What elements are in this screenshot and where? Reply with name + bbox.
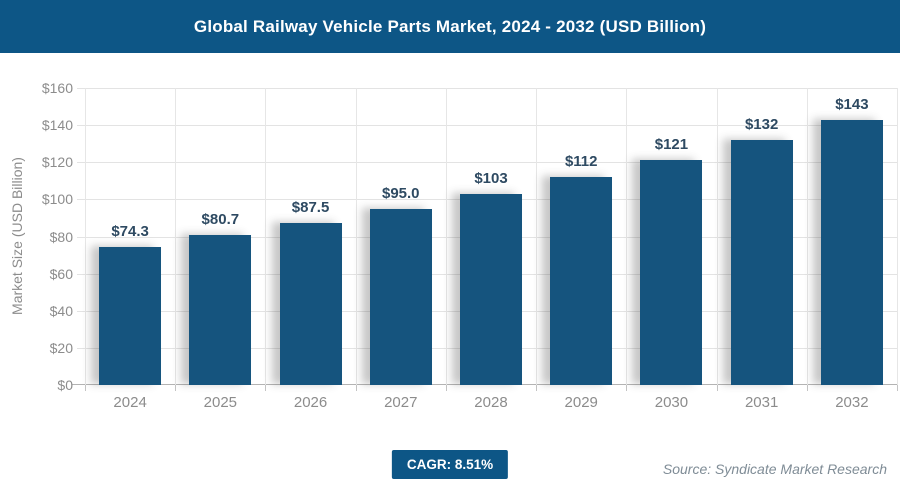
v-gridline-2	[265, 88, 267, 385]
v-gridline-6	[626, 88, 628, 385]
x-tick-label-2027: 2027	[384, 394, 418, 411]
y-tick-label-$160: $160	[41, 80, 73, 96]
bar-value-label-2026: $87.5	[291, 198, 330, 216]
v-gridline-8	[806, 88, 808, 385]
bar-value-label-2031: $132	[744, 115, 779, 133]
x-tick-label-2024: 2024	[113, 394, 147, 411]
y-tick-label-$120: $120	[41, 154, 73, 171]
x-axis-tick-1	[175, 385, 177, 391]
bar-2024	[99, 247, 162, 385]
bar-value-label-2030: $121	[654, 136, 689, 154]
bar-2025	[189, 235, 252, 385]
x-axis-tick-8	[806, 385, 808, 391]
bar-2032	[820, 119, 883, 385]
bar-2029	[550, 177, 613, 385]
y-tick-label-$140: $140	[41, 117, 73, 134]
x-axis-tick-4	[445, 385, 447, 391]
h-gridline-$120	[77, 162, 897, 164]
x-tick-label-2032: 2032	[835, 394, 869, 411]
bar-2031	[730, 139, 793, 385]
y-tick-label-$40: $40	[49, 302, 73, 319]
x-tick-label-2031: 2031	[744, 394, 779, 411]
bar-2027	[369, 208, 432, 385]
source-note: Source: Syndicate Market Research	[662, 461, 887, 477]
bar-value-label-2024: $74.3	[111, 223, 149, 241]
v-gridline-1	[175, 88, 177, 385]
x-axis-tick-9	[897, 385, 898, 391]
bar-value-label-2028: $103	[474, 169, 508, 187]
x-axis-tick-0	[85, 385, 86, 391]
bar-2030	[640, 160, 703, 385]
cagr-badge: CAGR: 8.51%	[391, 450, 509, 479]
x-axis-tick-2	[265, 385, 267, 391]
bar-value-label-2032: $143	[835, 95, 869, 113]
h-gridline-$140	[77, 125, 897, 127]
bar-2026	[279, 222, 342, 385]
bar-value-label-2027: $95.0	[381, 184, 420, 202]
x-tick-label-2029: 2029	[564, 394, 598, 411]
y-tick-label-$100: $100	[41, 191, 73, 208]
v-gridline-5	[536, 88, 538, 385]
x-axis-tick-3	[355, 385, 357, 391]
v-gridline-7	[716, 88, 718, 385]
y-tick-label-$0: $0	[57, 377, 73, 393]
x-tick-label-2030: 2030	[654, 394, 689, 411]
h-gridline-$160	[77, 88, 897, 89]
bar-2028	[460, 193, 522, 385]
y-axis-title: Market Size (USD Billion)	[9, 157, 25, 315]
y-tick-label-$20: $20	[49, 339, 73, 356]
v-gridline-3	[355, 88, 357, 385]
x-tick-label-2028: 2028	[474, 394, 508, 411]
x-tick-label-2025: 2025	[203, 394, 238, 411]
x-tick-label-2026: 2026	[293, 394, 328, 411]
bar-value-label-2029: $112	[564, 153, 598, 171]
plot-area: $0 $20 $40 $60 $80 $100 $120 $140 $160 $74.3 2024 $…	[42, 80, 898, 411]
bar-value-label-2025: $80.7	[201, 211, 240, 229]
v-gridline-9	[897, 88, 898, 385]
v-gridline-0	[85, 88, 86, 385]
y-tick-label-$60: $60	[49, 265, 73, 282]
x-axis-tick-7	[716, 385, 718, 391]
chart-title: Global Railway Vehicle Parts Market, 202…	[193, 16, 707, 36]
x-axis-tick-6	[626, 385, 628, 391]
x-axis-tick-5	[536, 385, 538, 391]
y-tick-label-$80: $80	[49, 228, 73, 245]
v-gridline-4	[445, 88, 447, 385]
chart-title-bar: Global Railway Vehicle Parts Market, 202…	[0, 0, 900, 53]
